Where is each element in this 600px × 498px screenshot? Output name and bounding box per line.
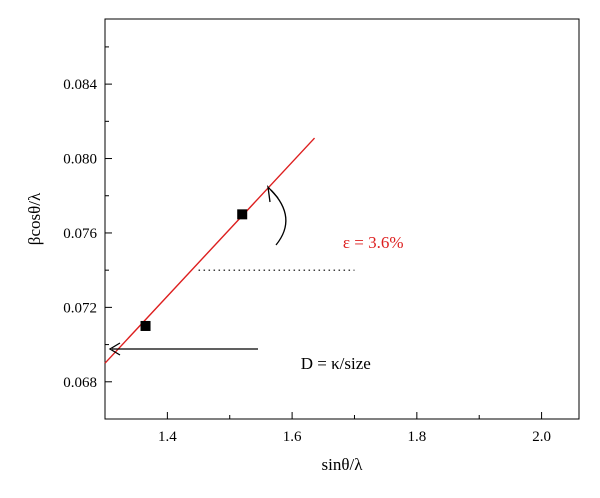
strain-arrowhead bbox=[267, 185, 279, 203]
strain-annotation: ε = 3.6% bbox=[343, 233, 404, 252]
y-tick-label: 0.084 bbox=[63, 77, 97, 93]
plot-frame bbox=[104, 18, 580, 420]
y-axis-ticks: 0.068 0.072 0.076 0.080 0.084 bbox=[63, 46, 112, 420]
x-tick-label: 2.0 bbox=[532, 429, 551, 445]
strain-angle-arrow bbox=[270, 189, 287, 246]
x-tick-label: 1.6 bbox=[283, 429, 302, 445]
x-axis-ticks: 1.4 1.6 1.8 2.0 bbox=[158, 412, 551, 445]
y-tick-label: 0.080 bbox=[63, 152, 97, 168]
y-tick-label: 0.072 bbox=[63, 300, 97, 316]
x-axis-label: sinθ/λ bbox=[322, 455, 364, 474]
data-point bbox=[140, 320, 151, 331]
x-tick-label: 1.8 bbox=[407, 429, 426, 445]
fit-line bbox=[104, 137, 316, 364]
y-axis-label: βcosθ/λ bbox=[25, 192, 44, 245]
size-arrowhead bbox=[108, 342, 121, 356]
data-points bbox=[140, 209, 248, 331]
y-tick-label: 0.076 bbox=[63, 226, 97, 242]
size-annotation: D = κ/size bbox=[301, 354, 371, 373]
x-tick-label: 1.4 bbox=[158, 429, 177, 445]
data-point bbox=[237, 209, 248, 220]
y-tick-label: 0.068 bbox=[63, 375, 97, 391]
